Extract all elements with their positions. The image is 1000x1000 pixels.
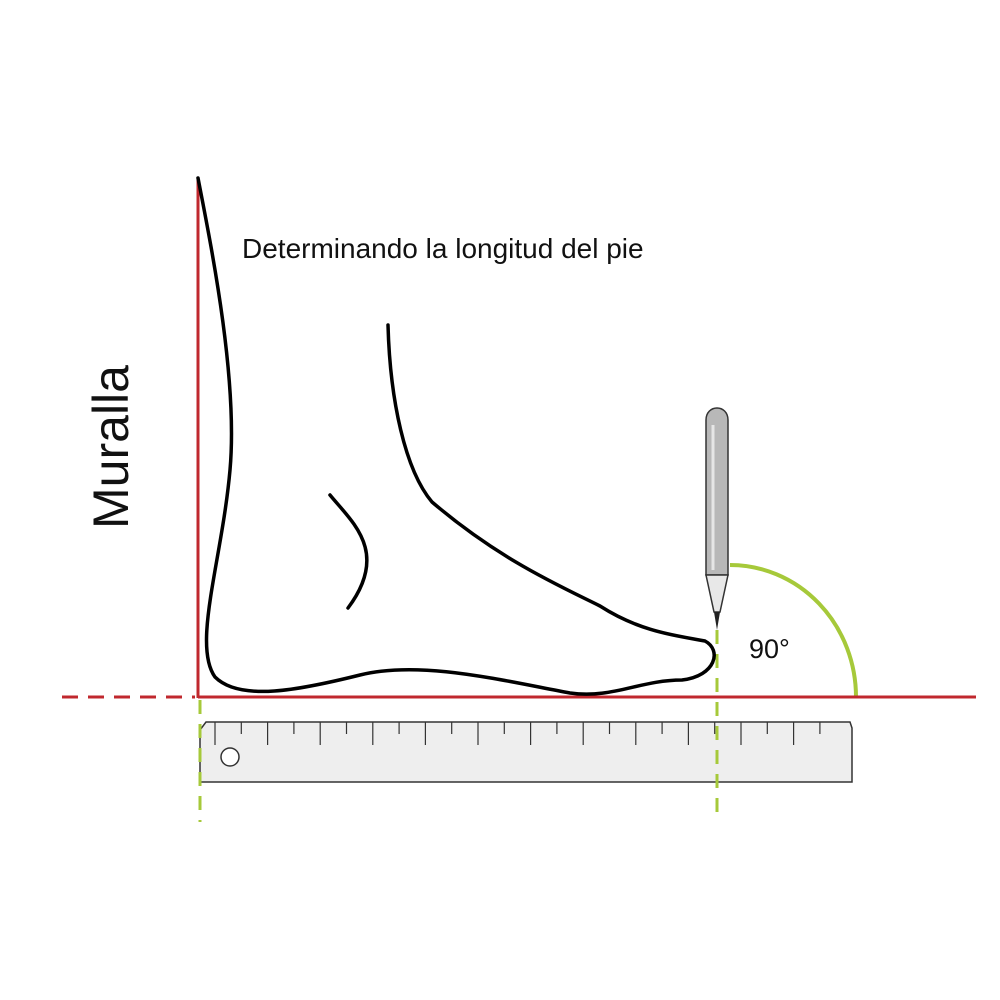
angle-label: 90° (749, 634, 790, 664)
pencil (705, 407, 729, 630)
ruler-hole (220, 747, 240, 767)
ruler-body (199, 721, 853, 783)
pencil-tip (714, 612, 720, 630)
wall-label: Muralla (83, 365, 139, 529)
ruler (199, 721, 853, 783)
foot-outline (196, 176, 716, 696)
foot-arch (328, 493, 369, 610)
title: Determinando la longitud del pie (242, 233, 644, 264)
angle-arc (729, 563, 858, 698)
pencil-body (705, 407, 729, 576)
